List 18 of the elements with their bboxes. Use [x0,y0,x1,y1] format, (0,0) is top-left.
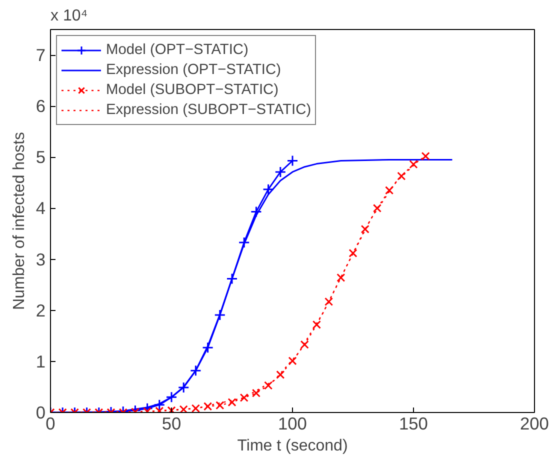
y-tick-label: 7 [36,45,46,66]
y-tick-label: 2 [36,300,46,320]
y-tick-label: 1 [36,351,46,372]
y-tick-label: 4 [36,198,46,218]
legend-label: Expression (OPT−STATIC) [106,62,281,78]
legend-label: Model (OPT−STATIC) [106,42,248,58]
legend-label: Expression (SUBOPT−STATIC) [106,102,312,118]
y-axis-title: Number of infected hosts [10,132,28,310]
x-tick-label: 200 [520,414,549,434]
x-tick-label: 150 [399,414,428,434]
legend-label: Model (SUBOPT−STATIC) [106,82,279,98]
y-tick-label: 5 [36,147,46,168]
x-tick-label: 100 [278,414,307,434]
x-axis-title: Time t (second) [237,438,348,454]
y-tick-label: 3 [36,249,46,270]
text: x 10⁴ [50,8,88,24]
y-tick-label: 6 [36,96,46,116]
x-tick-label: 50 [162,414,182,434]
